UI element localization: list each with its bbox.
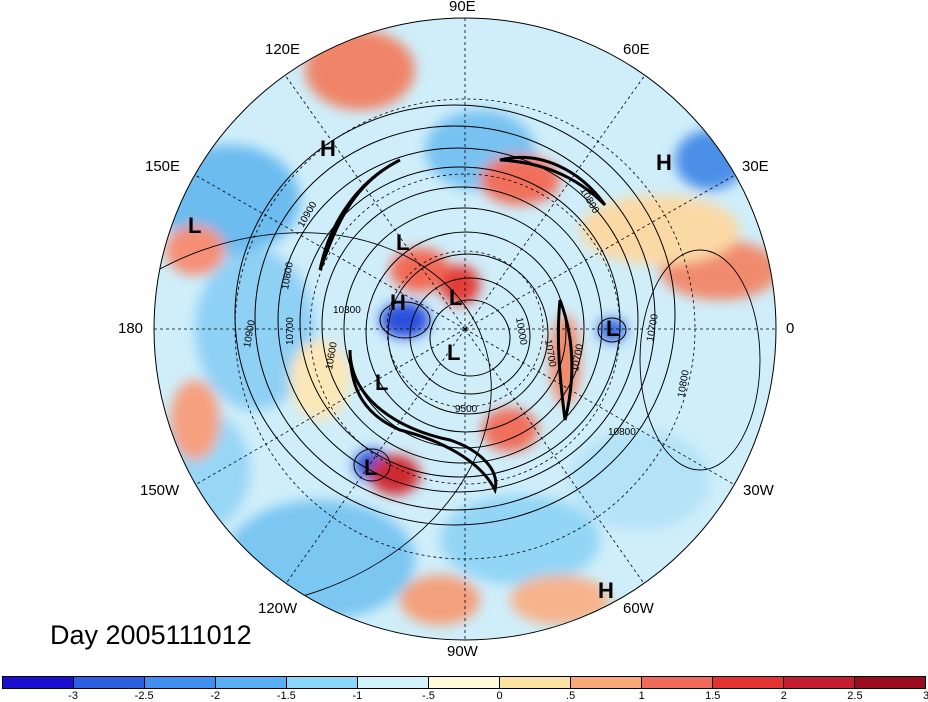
contour-label: 10700 <box>645 313 661 343</box>
colorbar-swatch <box>3 677 74 688</box>
contour-label: 10700 <box>285 317 296 345</box>
colorbar-tick-label: -1 <box>352 690 363 702</box>
colorbar-tick-label: 1 <box>638 690 645 702</box>
colorbar-tick-label: -2 <box>210 690 221 702</box>
colorbar-swatch <box>287 677 358 688</box>
colorbar-tick-label: 3 <box>922 690 928 702</box>
low-pressure-center: L <box>396 230 410 255</box>
high-pressure-center: H <box>390 290 406 315</box>
longitude-label-90e: 90E <box>449 0 476 15</box>
colorbar-tick-label: -2.5 <box>134 690 154 702</box>
colorbar-swatch <box>216 677 287 688</box>
colorbar-tick-label: 2.5 <box>847 690 863 702</box>
day-title: Day 2005111012 <box>50 620 252 650</box>
low-pressure-center: L <box>449 285 463 310</box>
colorbar <box>2 676 926 689</box>
contour-label: 10800 <box>608 427 636 438</box>
low-pressure-center: L <box>188 213 202 238</box>
contour-label: 10000 <box>513 317 529 347</box>
colorbar-swatch <box>429 677 500 688</box>
colorbar-tick-label: -1.5 <box>276 690 296 702</box>
high-pressure-center: H <box>320 136 336 161</box>
height-contours <box>154 104 761 608</box>
longitude-label-90w: 90W <box>447 643 478 660</box>
high-pressure-center: H <box>598 578 614 603</box>
contour-label: 10300 <box>333 305 361 316</box>
colorbar-tick-label: -.5 <box>422 690 435 702</box>
longitude-label-30e: 30E <box>742 158 769 175</box>
colorbar-swatch <box>145 677 216 688</box>
longitude-label-150w: 150W <box>140 482 180 499</box>
colorbar-swatch <box>74 677 145 688</box>
high-pressure-center: H <box>656 150 672 175</box>
colorbar-tick-label: .5 <box>566 690 576 702</box>
longitude-label-0: 0 <box>786 320 795 337</box>
longitude-label-60e: 60E <box>623 41 650 58</box>
colorbar-swatch <box>358 677 429 688</box>
colorbar-tick-label: -3 <box>68 690 78 702</box>
colorbar-tick-label: 1.5 <box>705 690 721 702</box>
colorbar-swatch <box>571 677 642 688</box>
colorbar-tick-label: 2 <box>780 690 787 702</box>
colorbar-swatch <box>713 677 784 688</box>
low-pressure-center: L <box>375 370 389 395</box>
anomaly-field <box>154 30 776 625</box>
low-pressure-center: L <box>364 455 378 480</box>
longitude-label-60w: 60W <box>623 600 654 617</box>
lat-lon-grid <box>154 18 776 640</box>
contour-label: 10700 <box>542 339 558 369</box>
longitude-label-120w: 120W <box>258 600 298 617</box>
longitude-label-30w: 30W <box>743 482 774 499</box>
contour-label: 9500 <box>455 404 478 415</box>
colorbar-swatch <box>500 677 571 688</box>
longitude-label-180: 180 <box>118 320 144 337</box>
contour-label: 10600 <box>324 341 340 371</box>
colorbar-swatch <box>784 677 855 688</box>
colorbar-swatch <box>855 677 925 688</box>
longitude-label-150e: 150E <box>145 158 181 175</box>
low-pressure-center: L <box>447 340 461 365</box>
colorbar-tick-label: 0 <box>496 690 503 702</box>
low-pressure-center: L <box>606 316 620 341</box>
map-boundary <box>153 17 777 641</box>
contour-label: 10700 <box>570 343 586 373</box>
colorbar-swatch <box>642 677 713 688</box>
contour-label: 10800 <box>676 369 692 399</box>
contour-label: 10900 <box>242 319 258 349</box>
contour-label: 10800 <box>280 261 296 291</box>
longitude-label-120e: 120E <box>265 41 301 58</box>
